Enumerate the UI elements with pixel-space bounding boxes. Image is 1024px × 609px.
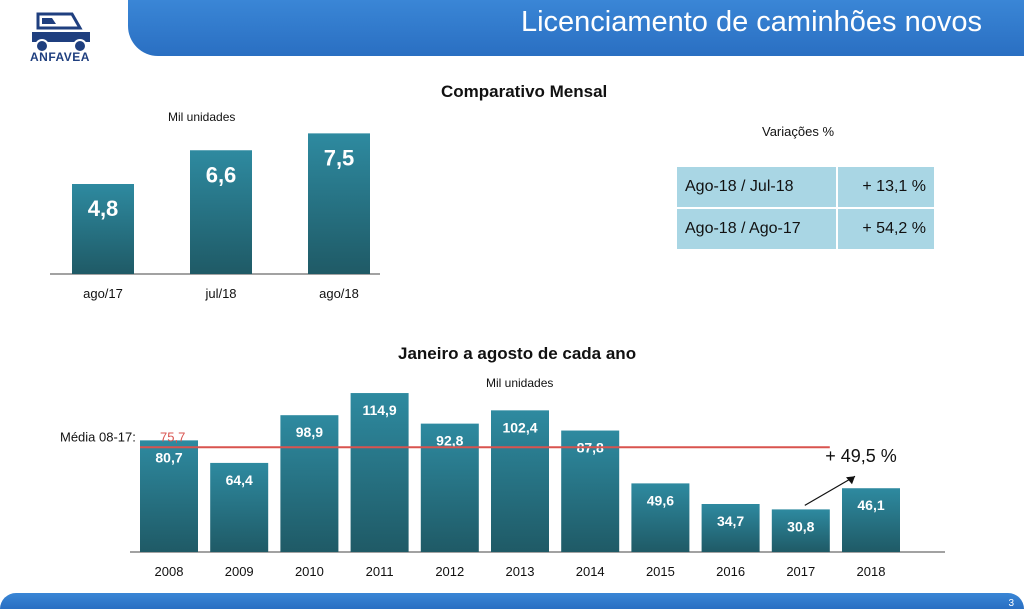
category-label: 2014: [576, 564, 605, 579]
bar-value-label: 102,4: [502, 419, 537, 435]
variation-label: Ago-18 / Ago-17: [677, 209, 836, 249]
bar: [491, 410, 549, 552]
category-label: 2011: [366, 564, 394, 579]
bar: [280, 415, 339, 552]
category-label: 2009: [225, 564, 254, 579]
bar: [308, 133, 370, 274]
variations-table: Ago-18 / Jul-18 + 13,1 % Ago-18 / Ago-17…: [675, 165, 936, 251]
monthly-chart-title: Comparativo Mensal: [441, 82, 608, 101]
bar-value-label: 92,8: [436, 433, 463, 449]
bar-value-label: 30,8: [787, 518, 814, 534]
bar: [631, 483, 690, 552]
bar: [771, 509, 830, 552]
bar: [190, 150, 252, 274]
bar: [350, 393, 409, 552]
bar-value-label: 4,8: [88, 196, 119, 221]
bar: [140, 440, 198, 552]
variation-row: Ago-18 / Jul-18 + 13,1 %: [677, 167, 934, 207]
yearly-chart-unit: Mil unidades: [486, 376, 554, 390]
bar-value-label: 6,6: [206, 162, 237, 187]
page-number: 3: [1008, 598, 1014, 609]
variations-title: Variações %: [762, 124, 835, 139]
anfavea-logo-icon: [32, 12, 90, 53]
bar: [561, 430, 620, 552]
bar: [210, 462, 269, 552]
footer-band: 3: [0, 593, 1024, 609]
bar: [842, 488, 900, 552]
growth-arrow-head: [846, 476, 855, 485]
bar: [72, 184, 134, 274]
logo-text: ANFAVEA: [30, 50, 90, 64]
category-label: ago/17: [83, 286, 123, 301]
growth-arrow-line: [804, 475, 856, 506]
bar: [701, 503, 760, 552]
category-label: 2012: [435, 564, 464, 579]
category-label: 2015: [646, 564, 675, 579]
bar-value-label: 114,9: [362, 402, 396, 418]
header-band: Licenciamento de caminhões novos: [128, 0, 1024, 56]
average-label: Média 08-17:: [60, 429, 136, 444]
variation-value: + 54,2 %: [837, 209, 934, 249]
variation-value: + 13,1 %: [837, 167, 934, 207]
category-label: 2017: [786, 564, 815, 579]
category-label: 2016: [716, 564, 745, 579]
category-label: 2018: [857, 564, 886, 579]
variation-row: Ago-18 / Ago-17 + 54,2 %: [677, 209, 934, 249]
bar-value-label: 46,1: [857, 497, 884, 513]
variation-label: Ago-18 / Jul-18: [677, 167, 836, 207]
bar-value-label: 49,6: [647, 492, 674, 508]
average-value: 75,7: [160, 429, 185, 444]
category-label: ago/18: [319, 286, 359, 301]
bar-value-label: 7,5: [324, 145, 355, 170]
category-label: 2013: [506, 564, 535, 579]
bar-value-label: 64,4: [226, 472, 253, 488]
bar-value-label: 80,7: [155, 449, 182, 465]
category-label: jul/18: [204, 286, 236, 301]
page-title: Licenciamento de caminhões novos: [520, 6, 982, 38]
yearly-bar-chart: 80,7 2008 64,4 2009 98,9 2010 114,9 2011 92,8 201…: [60, 393, 945, 579]
bar-value-label: 98,9: [296, 424, 323, 440]
yearly-chart-title: Janeiro a agosto de cada ano: [398, 344, 637, 363]
bar-value-label: 34,7: [717, 513, 744, 529]
monthly-bar-chart: 4,8 ago/17 6,6 jul/18 7,5 ago/18: [50, 133, 380, 301]
monthly-chart-unit: Mil unidades: [168, 110, 236, 124]
category-label: 2008: [155, 564, 184, 579]
growth-annotation: + 49,5 %: [825, 446, 897, 466]
category-label: 2010: [295, 564, 324, 579]
bar: [420, 423, 479, 552]
